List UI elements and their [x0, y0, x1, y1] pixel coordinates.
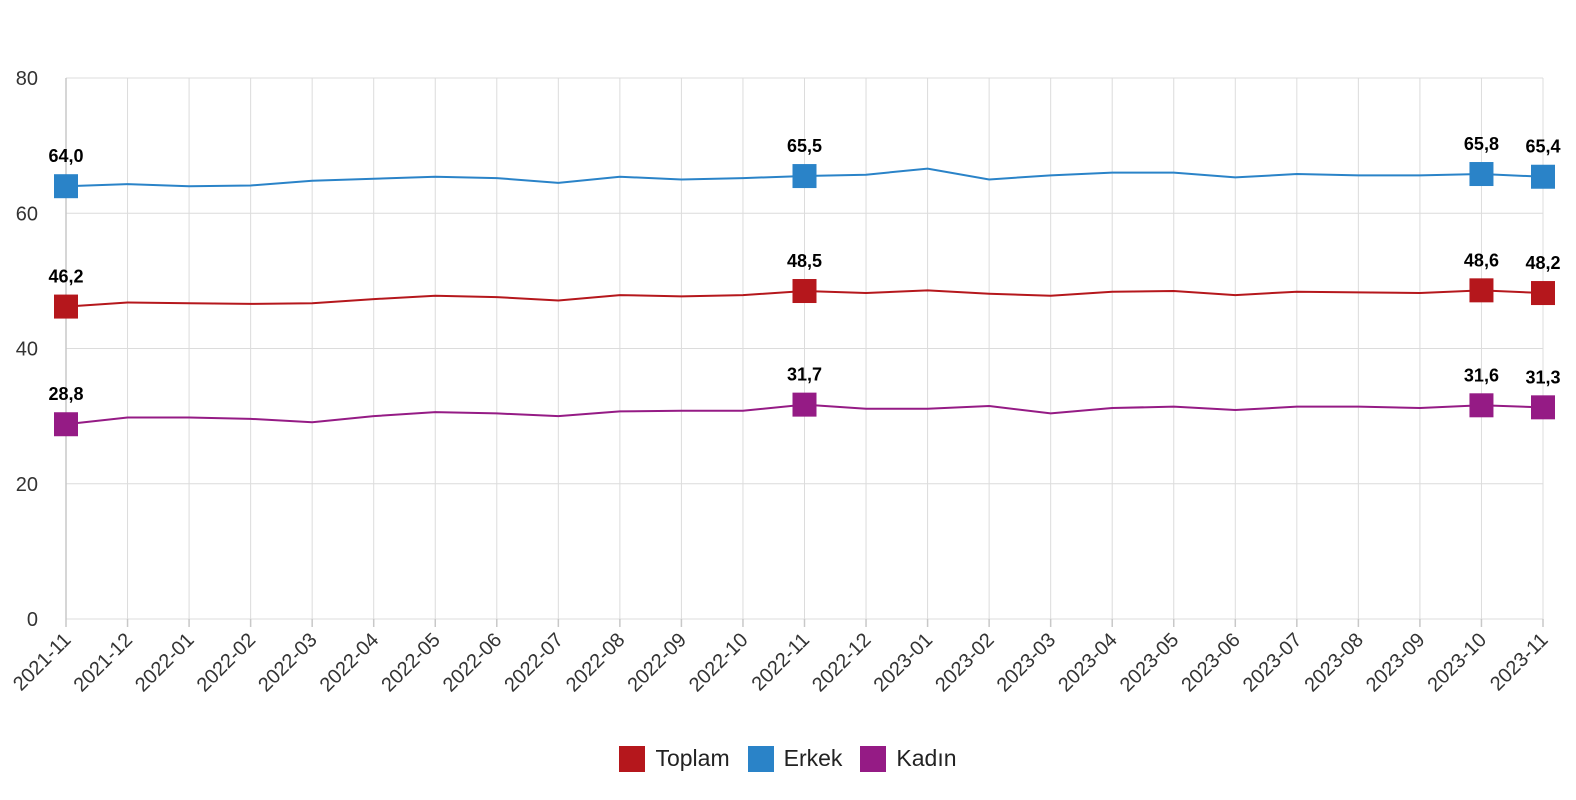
- x-tick-label: 2022-02: [193, 629, 260, 696]
- data-label: 46,2: [48, 267, 83, 287]
- x-tick-label: 2022-10: [685, 629, 752, 696]
- x-tick-label: 2023-09: [1362, 629, 1429, 696]
- y-tick-label: 80: [16, 68, 38, 90]
- data-label: 31,6: [1464, 365, 1499, 385]
- x-tick-label: 2023-10: [1424, 629, 1491, 696]
- x-tick-label: 2022-11: [748, 629, 814, 695]
- data-point-marker: [54, 412, 78, 437]
- x-tick-label: 2022-07: [500, 629, 567, 696]
- y-tick-label: 40: [16, 339, 38, 361]
- data-label: 65,8: [1464, 134, 1499, 154]
- x-tick-label: 2022-12: [808, 629, 875, 696]
- data-point-marker: [792, 392, 817, 417]
- x-tick-label: 2023-03: [993, 629, 1060, 696]
- x-tick-label: 2022-04: [316, 629, 383, 696]
- x-tick-label: 2023-04: [1054, 629, 1121, 696]
- legend-label: Toplam: [655, 745, 730, 771]
- data-point-marker: [1531, 281, 1555, 306]
- data-point-marker: [1469, 393, 1494, 418]
- x-tick-label: 2023-02: [931, 629, 998, 696]
- legend-item[interactable]: Kadın: [860, 745, 957, 772]
- data-point-marker: [1531, 395, 1555, 420]
- legend-item[interactable]: Toplam: [619, 745, 730, 772]
- data-label: 65,4: [1525, 137, 1560, 157]
- data-point-marker: [1531, 164, 1555, 189]
- legend: Toplam Erkek Kadın: [0, 745, 1576, 772]
- legend-label: Kadın: [896, 745, 957, 771]
- x-tick-label: 2022-06: [439, 629, 506, 696]
- gridlines: [65, 77, 1544, 620]
- data-label: 48,6: [1464, 250, 1499, 270]
- x-tick-label: 2023-06: [1177, 629, 1244, 696]
- data-label: 65,5: [787, 136, 822, 156]
- x-tick-label: 2021-11: [9, 629, 75, 695]
- x-tick-label: 2023-01: [870, 629, 937, 696]
- data-labels: 46,2 48,5 48,6 48,2 64,0 65,5 65,8 65,4 28,8 31,7…: [48, 134, 1560, 404]
- series-lines: [54, 162, 1555, 437]
- y-tick-label: 60: [16, 203, 38, 225]
- x-tick-label: 2023-08: [1300, 629, 1367, 696]
- legend-item[interactable]: Erkek: [747, 745, 843, 772]
- data-label: 28,8: [48, 384, 83, 404]
- y-tick-label: 0: [27, 609, 38, 631]
- data-label: 48,5: [787, 251, 822, 271]
- x-tick-label: 2022-05: [377, 629, 444, 696]
- x-tick-label: 2022-03: [254, 629, 321, 696]
- data-label: 48,2: [1525, 253, 1560, 273]
- x-tick-label: 2023-11: [1486, 629, 1552, 695]
- data-point-marker: [792, 279, 817, 304]
- legend-swatch: [619, 745, 646, 772]
- x-axis: 2021-112021-122022-012022-022022-032022-…: [9, 619, 1553, 696]
- x-tick-label: 2022-01: [131, 629, 198, 696]
- y-axis: 0 20 40 60 80: [16, 68, 38, 631]
- data-point-marker: [1469, 278, 1494, 303]
- data-label: 31,7: [787, 365, 822, 385]
- data-point-marker: [54, 174, 78, 199]
- legend-swatch: [860, 745, 887, 772]
- x-tick-label: 2022-09: [623, 629, 690, 696]
- y-tick-label: 20: [16, 474, 38, 496]
- x-tick-label: 2023-05: [1116, 629, 1183, 696]
- legend-swatch: [747, 745, 774, 772]
- data-label: 64,0: [48, 146, 83, 166]
- x-tick-label: 2021-12: [70, 629, 137, 696]
- data-point-marker: [54, 294, 78, 319]
- x-tick-label: 2023-07: [1239, 629, 1306, 696]
- data-label: 31,3: [1525, 367, 1560, 387]
- data-point-marker: [792, 164, 817, 189]
- legend-label: Erkek: [783, 745, 843, 771]
- x-tick-label: 2022-08: [562, 629, 629, 696]
- data-point-marker: [1469, 162, 1494, 187]
